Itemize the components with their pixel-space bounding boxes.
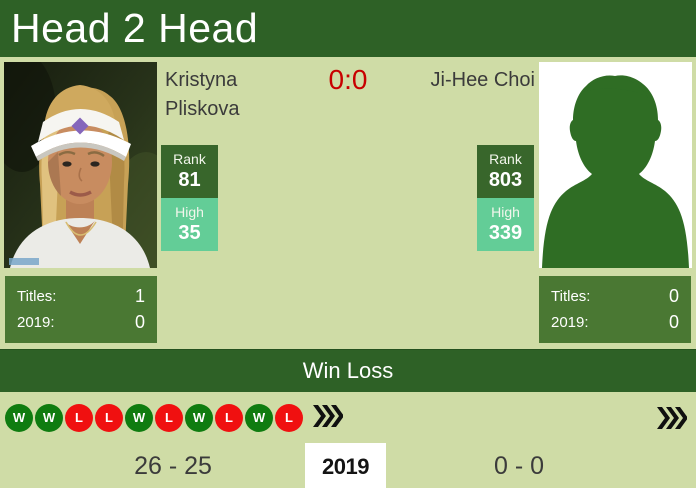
titles-row: Titles: 0 [551, 286, 679, 307]
titles-label: Titles: [551, 287, 591, 305]
season-label: 2019: [17, 314, 55, 332]
season-year-box[interactable]: 2019 [305, 443, 386, 488]
titles-value: 0 [668, 285, 679, 306]
player-portrait-photo [4, 62, 157, 268]
win-circle[interactable]: W [35, 404, 63, 432]
high-value: 339 [488, 222, 523, 244]
player-photo-right[interactable] [539, 62, 692, 268]
titles-panel-left: Titles: 1 2019: 0 [5, 276, 157, 343]
titles-value: 1 [134, 285, 145, 306]
high-section-right: High 339 [477, 198, 534, 251]
h2h-score: 0:0 [328, 64, 368, 95]
loss-circle[interactable]: L [65, 404, 93, 432]
win-circle[interactable]: W [245, 404, 273, 432]
page-title: Head 2 Head [11, 5, 259, 51]
rank-label: Rank [489, 151, 522, 167]
player-name-right: Ji-Hee Choi [430, 69, 535, 91]
record-right: 0 - 0 [493, 452, 545, 480]
rank-badge-right: Rank 803 High 339 [477, 145, 534, 251]
season-row: 2019: 0 [551, 312, 679, 333]
season-value: 0 [668, 312, 679, 333]
record-left: 26 - 25 [134, 452, 212, 480]
season-row: 2019: 0 [17, 312, 145, 333]
loss-circle[interactable]: L [215, 404, 243, 432]
win-loss-title: Win Loss [302, 358, 394, 383]
player-photo-left[interactable] [4, 62, 157, 268]
rank-section-left: Rank 81 [161, 145, 218, 198]
rank-label: Rank [173, 151, 206, 167]
loss-circle[interactable]: L [275, 404, 303, 432]
player-silhouette [539, 62, 692, 268]
loss-circle[interactable]: L [95, 404, 123, 432]
win-circle[interactable]: W [185, 404, 213, 432]
titles-row: Titles: 1 [17, 286, 145, 307]
season-value: 0 [134, 312, 145, 333]
rank-badge-left: Rank 81 High 35 [161, 145, 218, 251]
titles-panel-right: Titles: 0 2019: 0 [539, 276, 691, 343]
win-loss-header: Win Loss [0, 349, 696, 392]
titles-label: Titles: [17, 287, 57, 305]
win-circle[interactable]: W [125, 404, 153, 432]
high-value: 35 [178, 222, 201, 244]
high-label: High [491, 204, 520, 220]
high-section-left: High 35 [161, 198, 218, 251]
loss-circle[interactable]: L [155, 404, 183, 432]
win-circle[interactable]: W [5, 404, 33, 432]
fast-forward-icon[interactable] [312, 403, 344, 434]
fast-forward-icon-right[interactable] [656, 405, 688, 436]
rank-section-right: Rank 803 [477, 145, 534, 198]
page-header: Head 2 Head [0, 0, 696, 57]
season-label: 2019: [551, 314, 589, 332]
rank-value: 803 [488, 169, 523, 191]
player-name-left: Kristyna Pliskova [165, 69, 240, 120]
rank-value: 81 [178, 169, 201, 191]
high-label: High [175, 204, 204, 220]
